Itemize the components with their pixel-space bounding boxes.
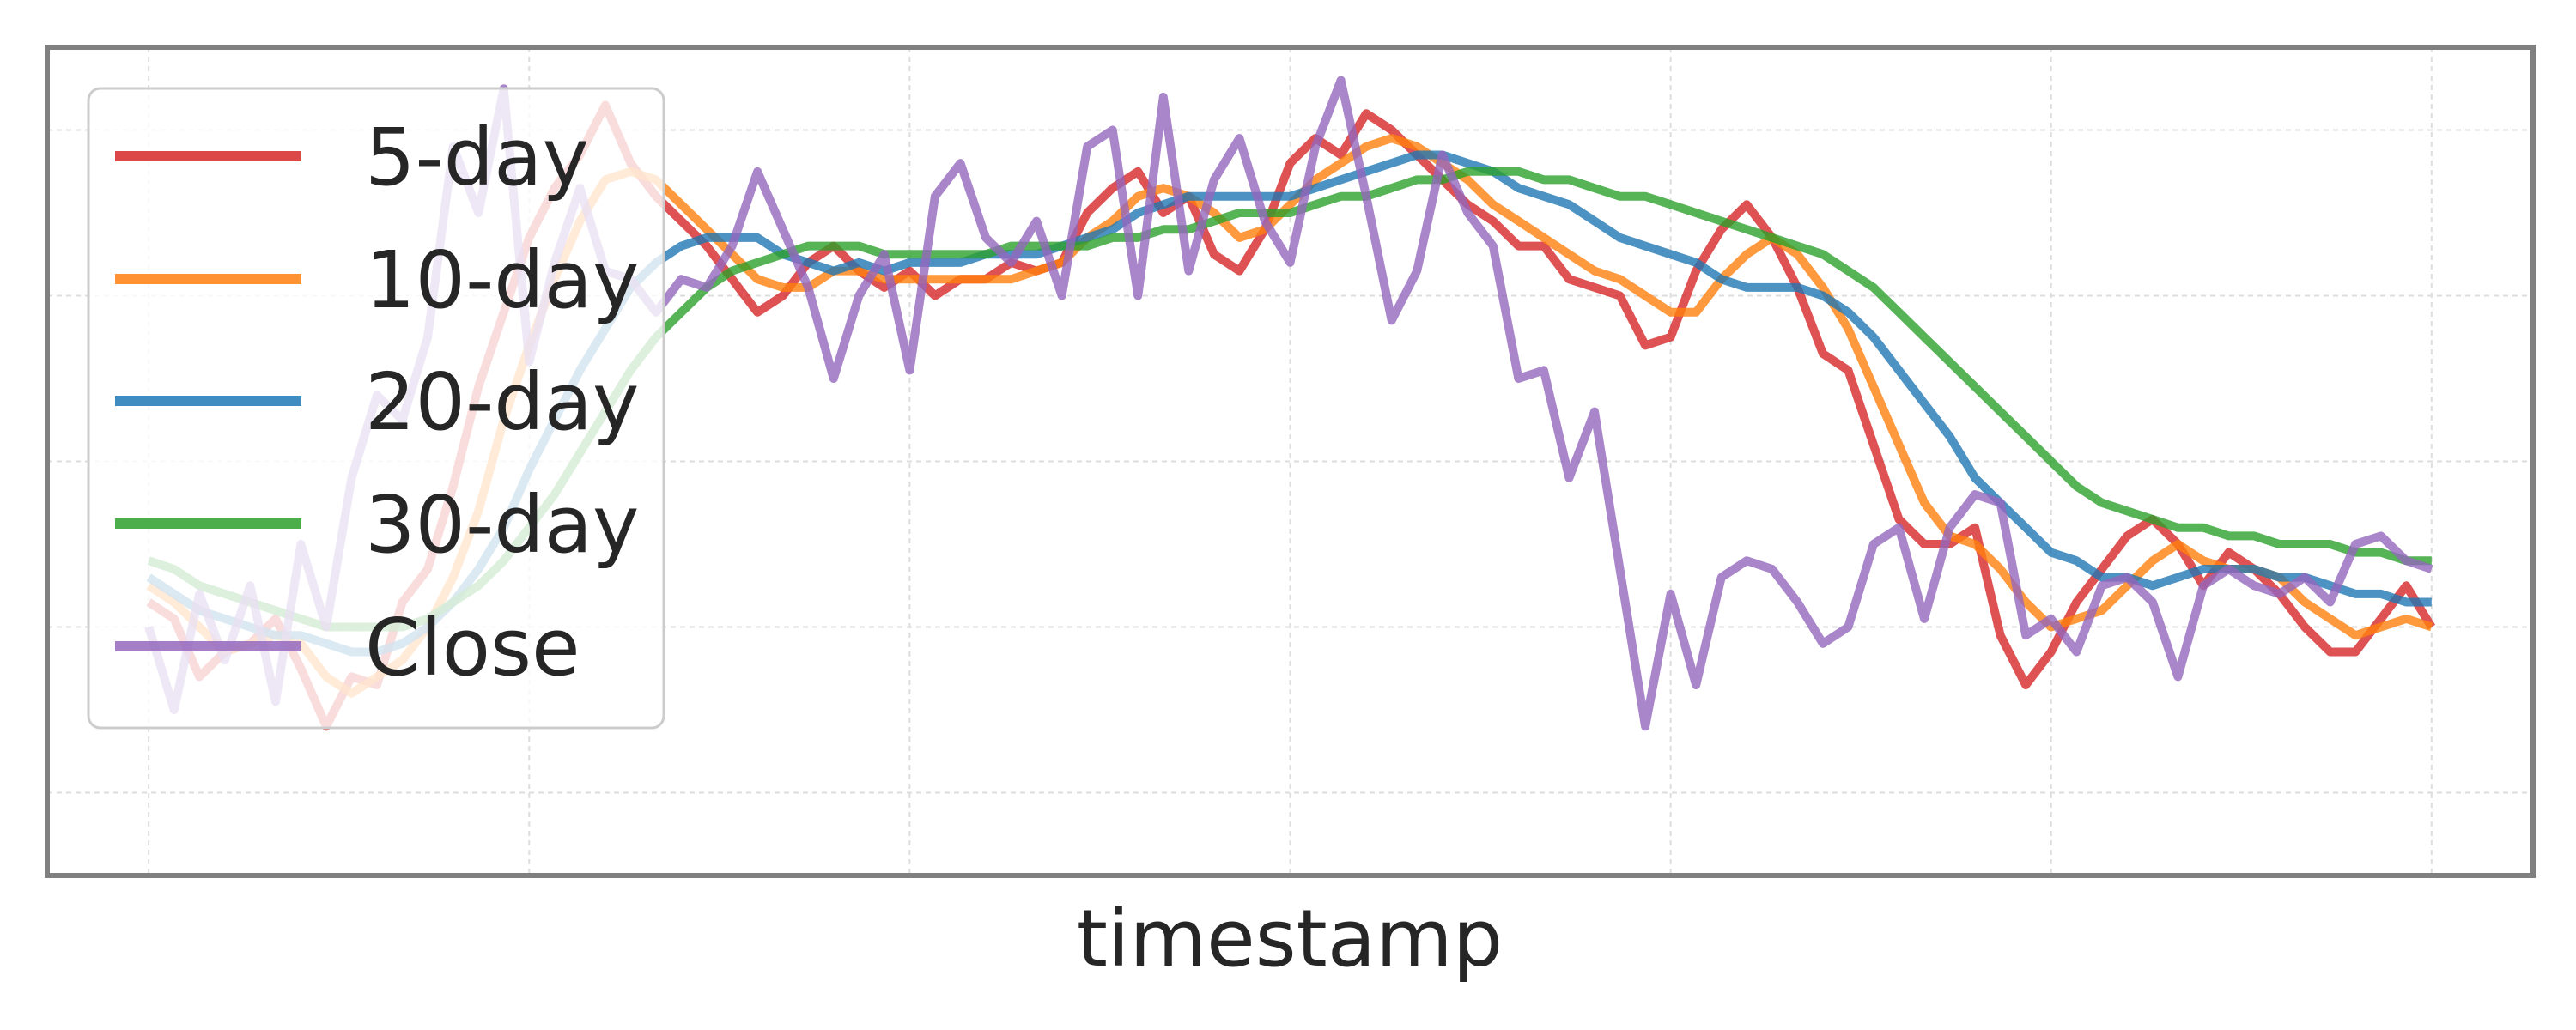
legend: 5-day 10-day 20-day 30-day Close [87, 87, 665, 730]
x-axis-label: timestamp [1077, 893, 1503, 985]
legend-label-30-day: 30-day [365, 479, 639, 571]
legend-item-20-day: 20-day [115, 356, 639, 448]
legend-item-10-day: 10-day [115, 234, 639, 326]
legend-item-close: Close [115, 602, 580, 694]
legend-item-30-day: 30-day [115, 479, 639, 571]
legend-label-close: Close [365, 602, 580, 694]
legend-item-5-day: 5-day [115, 112, 589, 203]
grid-lines [47, 47, 2533, 876]
legend-label-20-day: 20-day [365, 356, 639, 448]
legend-label-10-day: 10-day [365, 234, 639, 326]
plot-area-frame [45, 45, 2536, 878]
legend-label-5-day: 5-day [365, 112, 589, 203]
legend-box [87, 87, 665, 730]
